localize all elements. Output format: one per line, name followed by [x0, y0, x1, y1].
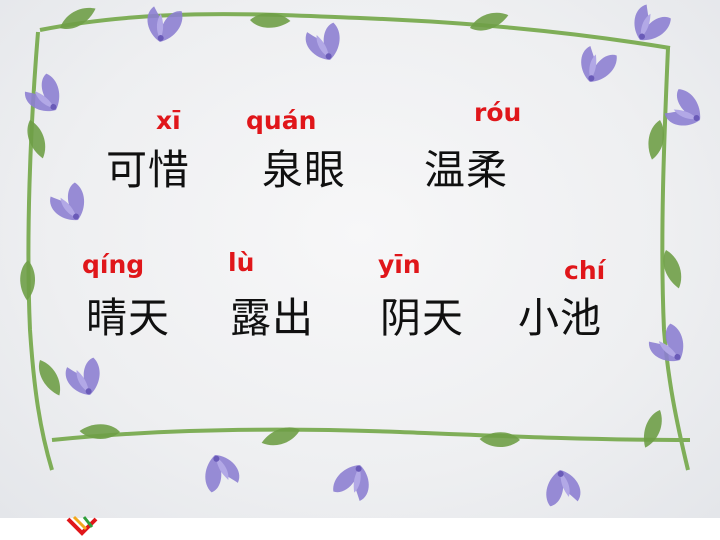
leaf-icon [56, 4, 100, 33]
hanzi-word: 可惜 [106, 146, 190, 194]
pinyin-label: xī [156, 106, 181, 135]
bellflower-icon [143, 5, 184, 46]
logo-icon [66, 515, 98, 536]
pinyin-label: quán [246, 106, 317, 135]
pinyin-label: chí [564, 256, 606, 285]
hanzi-word: 温柔 [424, 146, 508, 194]
bottom-strip [0, 518, 720, 540]
hanzi-word: 泉眼 [262, 146, 346, 194]
hanzi-word: 小池 [518, 294, 602, 342]
hanzi-word: 阴天 [380, 294, 464, 342]
slide-canvas: xī 可惜 quán 泉眼 róu 温柔 qíng 晴天 lù 露出 yīn 阴… [0, 0, 720, 518]
hanzi-word: 露出 [230, 294, 314, 342]
flower-vine-frame [16, 2, 710, 507]
pinyin-label: róu [474, 98, 522, 127]
pinyin-label: lù [228, 248, 255, 277]
pinyin-label: yīn [378, 250, 421, 279]
hanzi-word: 晴天 [86, 294, 170, 342]
pinyin-label: qíng [82, 250, 145, 279]
